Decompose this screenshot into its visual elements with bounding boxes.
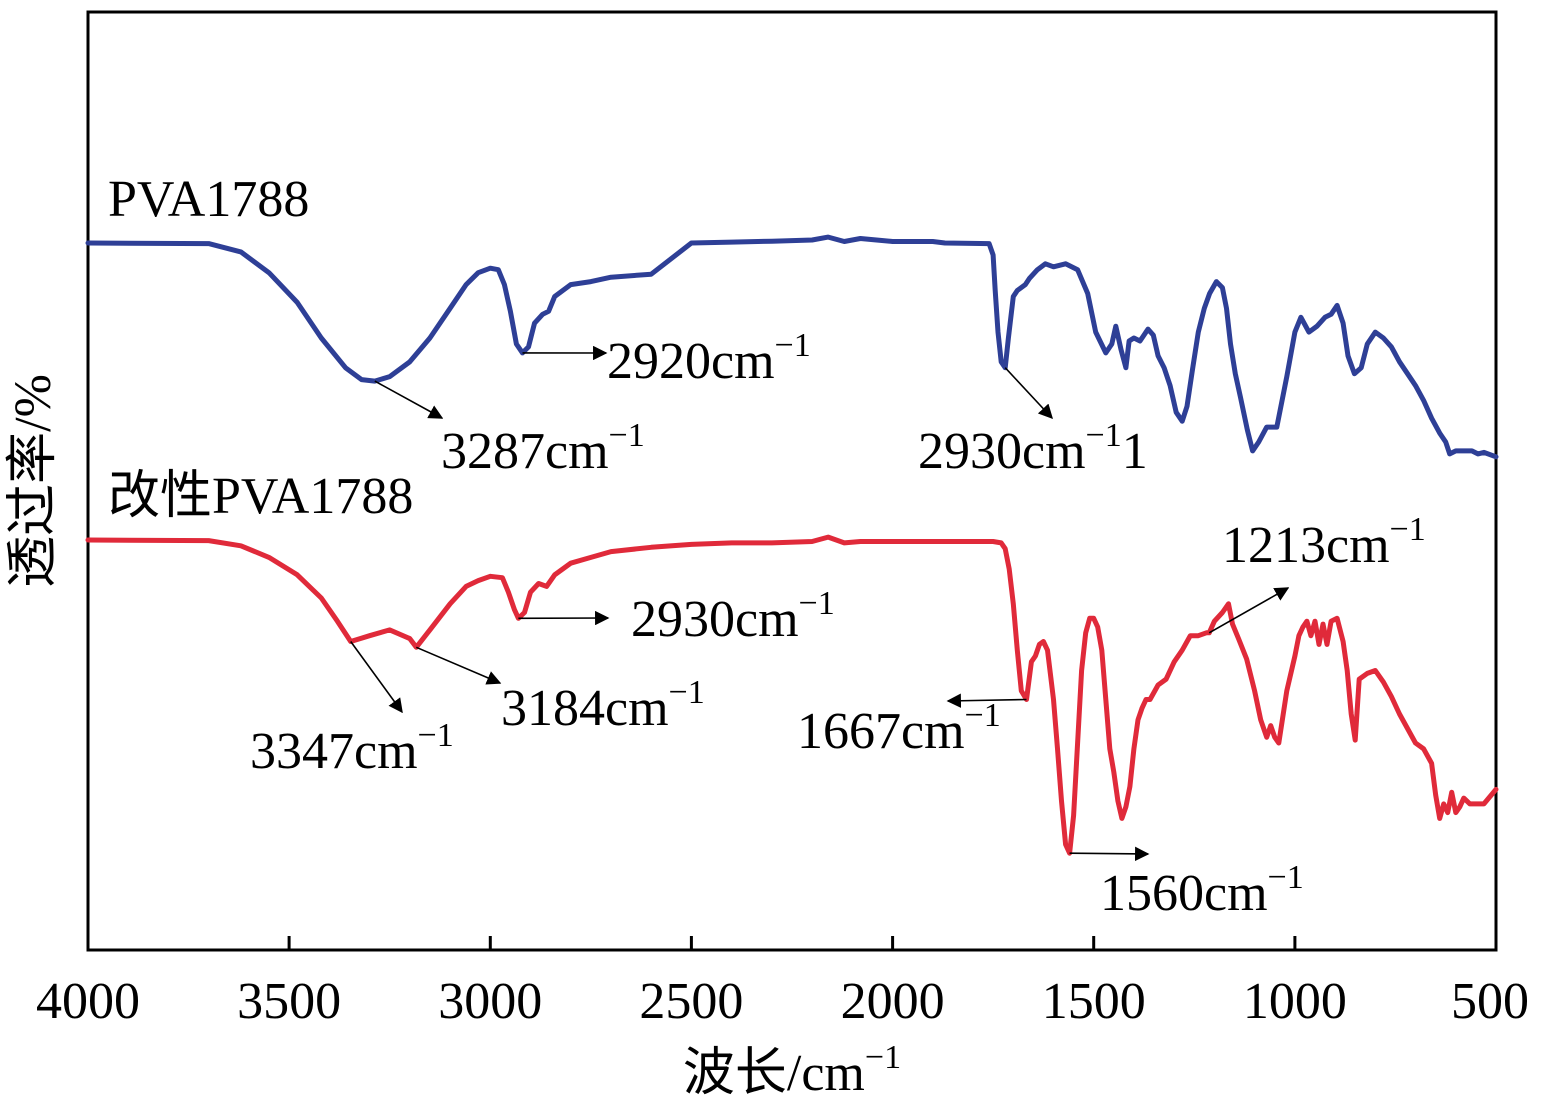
plot-frame	[86, 10, 1498, 952]
annotation-arrow	[1069, 846, 1150, 862]
x-tick-label: 3000	[438, 973, 542, 1030]
annotation-arrow	[1004, 367, 1053, 420]
annotation-arrow	[1208, 587, 1290, 634]
series-line-modified-pva1788	[85, 534, 1499, 856]
annotation-label: 1560cm−1	[1100, 859, 1304, 922]
x-tick-label: 4000	[36, 973, 140, 1030]
y-axis-label: 透过率/%	[5, 374, 62, 588]
annotation-arrow	[350, 641, 403, 714]
annotation-label: 3287cm−1	[441, 417, 645, 480]
annotation-arrow	[374, 380, 444, 419]
annotation-label: 2930cm−11	[918, 417, 1148, 480]
x-axis-label: 波长/cm−1	[683, 1039, 901, 1100]
x-axis-ticks: 4000 3500 3000 2500 2000 1500 1000 500	[36, 936, 1529, 1030]
x-tick-label: 500	[1451, 973, 1529, 1030]
annotation-label: 1213cm−1	[1222, 511, 1426, 574]
annotation-arrow	[415, 646, 502, 685]
x-tick-label: 1000	[1243, 973, 1347, 1030]
annotation-arrow	[946, 693, 1027, 708]
annotation-label: 3347cm−1	[250, 717, 454, 780]
x-tick-label: 3500	[237, 973, 341, 1030]
x-tick-label: 2500	[639, 973, 743, 1030]
annotation-label: 3184cm−1	[501, 674, 705, 737]
series-label-pva1788: PVA1788	[108, 171, 309, 228]
x-tick-label: 1500	[1042, 973, 1146, 1030]
series-label-modified-pva1788: 改性PVA1788	[108, 468, 413, 525]
annotation-label: 2920cm−1	[607, 327, 811, 390]
annotation-arrows	[350, 345, 1290, 862]
x-tick-label: 2000	[841, 973, 945, 1030]
annotation-label: 1667cm−1	[797, 697, 1001, 760]
annotation-label: 2930cm−1	[631, 585, 835, 648]
